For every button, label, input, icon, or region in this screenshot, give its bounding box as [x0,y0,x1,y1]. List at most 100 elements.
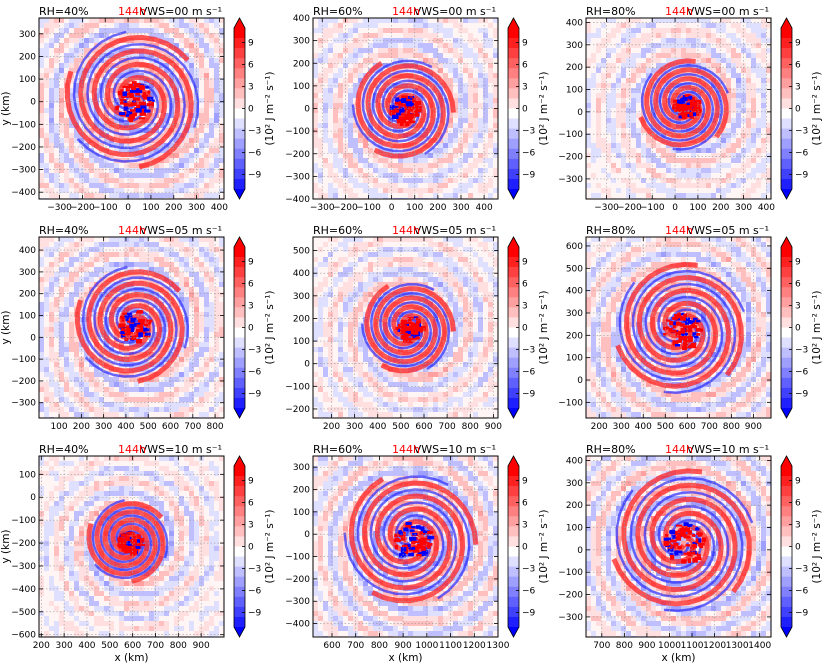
field-cell [611,88,616,93]
field-cell [363,98,368,103]
field-cell [79,168,84,173]
field-cell [706,148,711,153]
field-cell [204,297,209,302]
field-cell [691,168,696,173]
field-cell [59,252,64,257]
field-cell [154,277,159,282]
field-cell [94,18,99,23]
field-cell [144,68,149,73]
field-cell [194,297,199,302]
field-cell [219,302,224,307]
field-cell [194,302,199,307]
field-cell [646,33,651,38]
field-cell [199,73,204,78]
field-cell [368,58,373,63]
field-cell [54,88,59,93]
field-cell [428,33,433,38]
field-cell [209,357,214,362]
field-cell [433,78,438,83]
field-cell [84,148,89,153]
field-cell [338,143,343,148]
field-cell [79,43,84,48]
field-cell [473,83,478,88]
field-cell [711,153,716,158]
field-cell [343,257,348,262]
colorbar-segment [508,58,519,69]
panel-vws-title: VWS=00 m s⁻¹ [140,5,222,18]
field-cell [134,277,139,282]
field-cell [418,38,423,43]
field-cell [59,108,64,113]
field-cell [219,143,224,148]
field-cell [736,63,741,68]
field-cell [348,138,353,143]
field-cell [353,252,358,257]
field-cell [393,257,398,262]
field-cell [174,387,179,392]
field-cell [651,153,656,158]
field-cell [204,173,209,178]
field-cell [59,118,64,123]
field-cell [746,73,751,78]
field-cell [606,48,611,53]
field-cell [746,143,751,148]
field-cell [79,68,84,73]
field-cell [746,158,751,163]
field-cell [59,143,64,148]
field-cell [473,93,478,98]
field-cell [189,168,194,173]
field-cell [124,382,129,387]
field-cell [164,402,169,407]
field-cell [681,173,686,178]
field-cell [79,387,84,392]
field-cell [626,33,631,38]
colorbar-segment [781,98,792,109]
field-cell [448,33,453,38]
field-cell [49,397,54,402]
y-tick-label: −400 [11,188,36,198]
field-cell [591,78,596,83]
field-cell [214,257,219,262]
field-cell [134,18,139,23]
field-cell [473,237,478,242]
field-cell [458,183,463,188]
field-cell [164,287,169,292]
field-cell [686,33,691,38]
field-cell [119,342,124,347]
field-cell [458,257,463,262]
field-cell [428,163,433,168]
field-cell [54,98,59,103]
field-cell [318,18,323,23]
field-cell [443,178,448,183]
field-cell [611,63,616,68]
field-cell [398,158,403,163]
field-cell [631,188,636,193]
field-cell [463,43,468,48]
field-cell [483,58,488,63]
field-cell [104,242,109,247]
field-cell [383,88,388,93]
field-cell [483,237,488,242]
field-cell [363,188,368,193]
colorbar-segment [234,357,245,369]
field-cell [761,113,766,118]
field-cell [586,123,591,128]
field-cell [214,302,219,307]
field-cell [596,138,601,143]
field-cell [741,168,746,173]
field-cell [393,38,398,43]
field-cell [164,118,169,123]
field-cell [363,148,368,153]
field-cell [39,18,44,23]
core-cell [403,96,408,100]
field-cell [119,173,124,178]
field-cell [139,28,144,33]
field-cell [204,332,209,337]
field-cell [483,93,488,98]
field-cell [134,38,139,43]
field-cell [666,38,671,43]
field-cell [94,168,99,173]
field-cell [169,277,174,282]
field-cell [94,48,99,53]
field-cell [39,387,44,392]
